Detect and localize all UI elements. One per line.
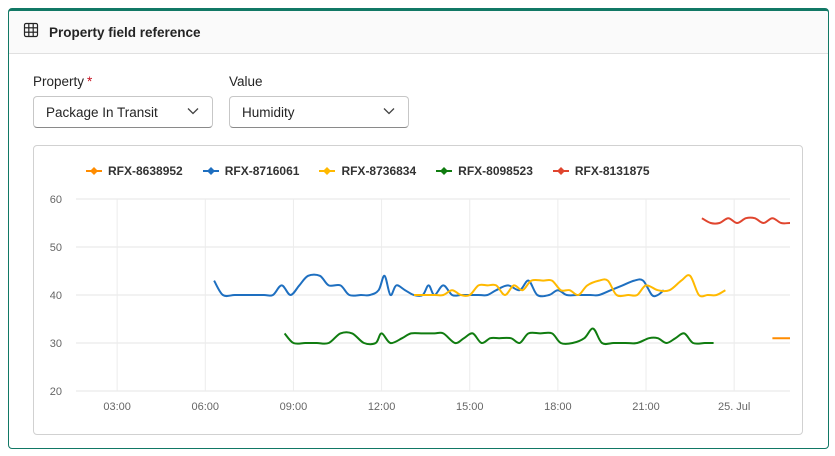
- series-line-RFX-8131875[interactable]: [701, 216, 802, 225]
- legend-marker-icon: [436, 167, 453, 175]
- series-line-RFX-8736834[interactable]: [413, 274, 726, 298]
- legend-item[interactable]: RFX-8736834: [319, 164, 416, 178]
- legend-item[interactable]: RFX-8638952: [86, 164, 183, 178]
- legend-label: RFX-8098523: [458, 164, 533, 178]
- x-tick-label: 06:00: [192, 401, 220, 413]
- legend-label: RFX-8638952: [108, 164, 183, 178]
- card-header: Property field reference: [9, 11, 828, 54]
- legend-label: RFX-8716061: [224, 164, 300, 178]
- series-line-RFX-8716061[interactable]: [213, 273, 665, 298]
- x-tick-label: 09:00: [280, 401, 308, 413]
- y-tick-label: 40: [50, 290, 62, 302]
- x-tick-label: 18:00: [544, 401, 572, 413]
- legend-item[interactable]: RFX-8716061: [202, 164, 300, 178]
- series-line-RFX-8098523[interactable]: [283, 327, 714, 346]
- property-field-reference-card: Property field reference Property * Packa…: [8, 8, 829, 449]
- legend-item[interactable]: RFX-8131875: [552, 164, 650, 178]
- value-dropdown-value: Humidity: [242, 104, 295, 120]
- chevron-down-icon: [186, 104, 200, 121]
- humidity-chart: RFX-8638952 RFX-8716061 RFX-8736834 RFX-809…: [33, 145, 803, 435]
- property-label-text: Property: [33, 74, 85, 89]
- y-tick-label: 20: [50, 386, 62, 398]
- legend-item[interactable]: RFX-8098523: [436, 164, 533, 178]
- chevron-down-icon: [382, 104, 396, 121]
- card-title: Property field reference: [49, 24, 201, 40]
- x-tick-label: 12:00: [368, 401, 396, 413]
- y-tick-label: 30: [50, 338, 62, 350]
- x-tick-label: 03:00: [103, 401, 131, 413]
- legend-label: RFX-8736834: [341, 164, 417, 178]
- y-tick-label: 50: [50, 242, 62, 254]
- legend-marker-icon: [202, 167, 219, 175]
- required-mark: *: [87, 74, 93, 89]
- line-chart-svg: 20 30 40 50 60 03:00 06:00 09:00 12:00 15:00 18:00…: [50, 194, 802, 413]
- legend-marker-icon: [552, 167, 569, 175]
- legend-label: RFX-8131875: [574, 164, 650, 178]
- y-tick-label: 60: [50, 194, 62, 206]
- value-label: Value: [229, 74, 263, 89]
- table-icon: [23, 22, 39, 43]
- legend-marker-icon: [86, 167, 102, 175]
- property-dropdown[interactable]: Package In Transit: [33, 96, 213, 128]
- x-tick-label: 25. Jul: [718, 401, 750, 413]
- x-tick-label: 15:00: [456, 401, 484, 413]
- property-dropdown-value: Package In Transit: [46, 104, 158, 120]
- chart-legend: RFX-8638952 RFX-8716061 RFX-8736834 RFX-809…: [86, 164, 650, 178]
- legend-marker-icon: [319, 167, 336, 175]
- property-label: Property *: [33, 74, 92, 89]
- value-dropdown[interactable]: Humidity: [229, 96, 409, 128]
- x-tick-label: 21:00: [632, 401, 660, 413]
